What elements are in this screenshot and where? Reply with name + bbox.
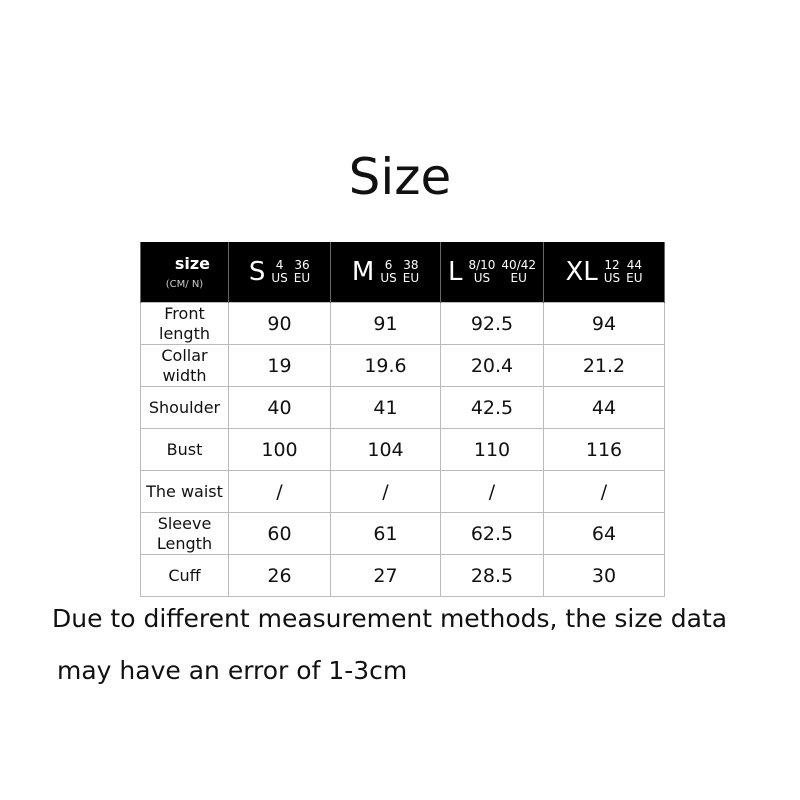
table-cell: 104 [330, 428, 441, 471]
table-cell: 30 [543, 554, 665, 597]
us-size: 6 US [380, 258, 397, 285]
eu-size: 40/42 EU [501, 258, 537, 285]
table-cell: 20.4 [440, 344, 544, 387]
table-row: The waist / / / / [140, 470, 665, 513]
table-row: Bust 100 104 110 116 [140, 428, 665, 471]
us-size: 8/10 US [468, 258, 496, 285]
table-cell: 116 [543, 428, 665, 471]
size-name: XL [565, 257, 598, 287]
eu-size: 38 EU [402, 258, 420, 285]
row-label: Bust [140, 428, 229, 471]
table-row: Front length 90 91 92.5 94 [140, 302, 665, 345]
table-cell: 44 [543, 386, 665, 429]
table-cell: 42.5 [440, 386, 544, 429]
table-cell: 62.5 [440, 512, 544, 555]
size-table: size (CM/ N) S 4 US36 EU M 6 US38 EU L 8/10 US40/42… [140, 242, 665, 597]
unit-label: (CM/ N) [165, 279, 204, 290]
size-header-S: S 4 US 36 EU [228, 242, 331, 303]
page-title: Size [348, 148, 452, 206]
note-line-1: Due to different measurement methods, th… [52, 604, 728, 633]
table-cell: 27 [330, 554, 441, 597]
table-cell: / [228, 470, 331, 513]
row-label: Sleeve Length [140, 512, 229, 555]
table-cell: 100 [228, 428, 331, 471]
size-name: M [351, 257, 375, 287]
table-row: Shoulder 40 41 42.5 44 [140, 386, 665, 429]
table-cell: 64 [543, 512, 665, 555]
table-cell: 19 [228, 344, 331, 387]
us-size: 12 US [603, 258, 621, 285]
size-label: size [174, 254, 210, 273]
table-cell: 19.6 [330, 344, 441, 387]
table-cell: 94 [543, 302, 665, 345]
table-cell: 28.5 [440, 554, 544, 597]
table-cell: / [440, 470, 544, 513]
table-cell: 90 [228, 302, 331, 345]
table-cell: / [543, 470, 665, 513]
size-header-L: L 8/10 US40/42 EU [440, 242, 544, 303]
header-label-cell: size (CM/ N) [140, 242, 229, 303]
row-label: Collar width [140, 344, 229, 387]
size-name: S [248, 257, 266, 287]
table-cell: / [330, 470, 441, 513]
table-cell: 26 [228, 554, 331, 597]
table-row: Collar width 19 19.6 20.4 21.2 [140, 344, 665, 387]
table-cell: 92.5 [440, 302, 544, 345]
table-cell: 110 [440, 428, 544, 471]
table-cell: 40 [228, 386, 331, 429]
row-label: Shoulder [140, 386, 229, 429]
size-name: L [447, 257, 463, 287]
table-row: Cuff 26 27 28.5 30 [140, 554, 665, 597]
us-size: 4 US [271, 258, 288, 285]
row-label: Front length [140, 302, 229, 345]
table-row: Sleeve Length 60 61 62.5 64 [140, 512, 665, 555]
table-cell: 21.2 [543, 344, 665, 387]
eu-size: 36 EU [293, 258, 311, 285]
table-cell: 41 [330, 386, 441, 429]
size-header-M: M 6 US 38 EU [330, 242, 441, 303]
eu-size: 44 EU [626, 258, 643, 285]
table-cell: 61 [330, 512, 441, 555]
header-row: size (CM/ N) S 4 US 36 EU M 6 US 38 EU L 8/10 US40/42… [140, 242, 665, 303]
row-label: Cuff [140, 554, 229, 597]
note-line-2: may have an error of 1-3cm [57, 656, 408, 685]
table-cell: 60 [228, 512, 331, 555]
size-header-XL: XL 12 US 44 EU [543, 242, 665, 303]
table-cell: 91 [330, 302, 441, 345]
row-label: The waist [140, 470, 229, 513]
